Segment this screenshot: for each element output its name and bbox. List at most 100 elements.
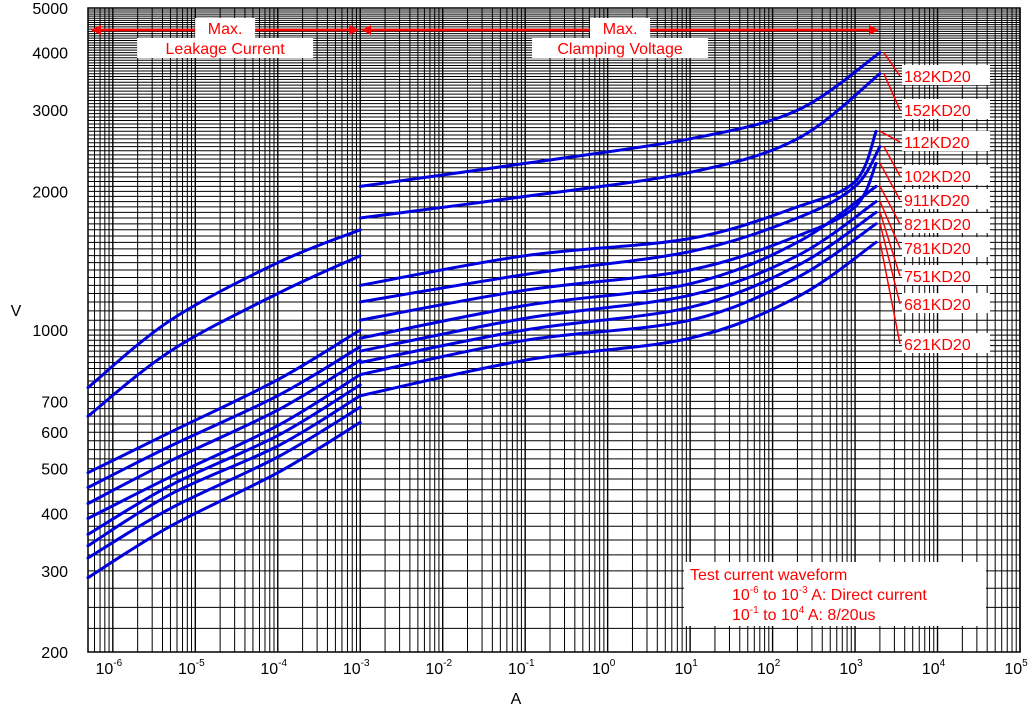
series-label-bg: [902, 99, 990, 119]
annotation-line-pulse: 10-1 to 104 A: 8/20us: [732, 605, 875, 624]
annotation-part: 4: [799, 605, 805, 616]
series-label: 911KD20: [904, 193, 970, 210]
x-axis-label: A: [511, 691, 522, 708]
x-tick-exponent: -1: [526, 658, 535, 669]
curve-911KD20-leakage: [86, 358, 362, 506]
x-tick-base: 10: [178, 661, 196, 678]
grid-lines: [87, 7, 1021, 653]
annotation-part: 10: [732, 587, 750, 604]
annotation-part: -1: [750, 605, 759, 616]
curve-751KD20-clamping: [358, 210, 878, 364]
curve-781KD20-clamping: [358, 200, 878, 353]
x-tick-label: 100: [592, 658, 616, 678]
curves: [86, 51, 882, 580]
y-tick-label: 400: [41, 506, 68, 523]
leader-line: [883, 52, 901, 77]
x-tick-label: 10-4: [260, 658, 287, 678]
region-label-line2: Leakage Current: [166, 41, 286, 58]
x-tick-exponent: -5: [196, 658, 205, 669]
region-label-bg: [195, 18, 256, 38]
region-label-line1: Max.: [603, 21, 638, 38]
x-tick-exponent: 4: [940, 658, 946, 669]
x-tick-base: 10: [922, 661, 940, 678]
region-label-line2: Clamping Voltage: [557, 41, 683, 58]
series-label-bg: [902, 213, 990, 233]
curve-182KD20-leakage: [86, 228, 362, 390]
series-label: 681KD20: [904, 297, 971, 314]
annotation-part: -3: [799, 585, 808, 596]
series-label: 821KD20: [904, 217, 971, 234]
y-tick-label: 700: [41, 394, 68, 411]
curve-182KD20-clamping: [358, 51, 882, 188]
x-tick-base: 10: [674, 661, 692, 678]
leader-line: [879, 201, 901, 249]
y-tick-label: 4000: [32, 46, 68, 63]
leader-line: [883, 146, 901, 177]
leader-line: [879, 130, 901, 143]
x-tick-label: 10-5: [178, 658, 205, 678]
x-tick-base: 10: [508, 661, 526, 678]
y-axis-label: V: [11, 303, 22, 320]
curve-102KD20-leakage: [86, 345, 362, 489]
series-label-bg: [902, 189, 990, 209]
annotation-part: -6: [750, 585, 759, 596]
x-tick-label: 10-1: [508, 658, 535, 678]
series-label: 102KD20: [904, 169, 971, 186]
series-label-bg: [902, 165, 990, 185]
y-tick-label: 500: [41, 462, 68, 479]
annotation-title: Test current waveform: [690, 567, 847, 584]
x-tick-exponent: 3: [857, 658, 863, 669]
curve-152KD20-clamping: [358, 72, 882, 220]
x-tick-exponent: -6: [113, 658, 122, 669]
leader-line: [879, 223, 901, 305]
x-tick-base: 10: [343, 661, 361, 678]
x-tick-exponent: -3: [361, 658, 370, 669]
y-tick-label: 600: [41, 425, 68, 442]
x-tick-base: 10: [1004, 661, 1022, 678]
leader-line: [879, 242, 901, 345]
y-tick-label: 3000: [32, 103, 68, 120]
annotation-line-dc: 10-6 to 10-3 A: Direct current: [732, 585, 927, 604]
x-tick-label: 103: [839, 658, 863, 678]
curve-821KD20-clamping: [358, 184, 878, 340]
curve-621KD20-leakage: [86, 420, 362, 580]
curve-112KD20-leakage: [86, 328, 362, 475]
leader-line: [879, 163, 901, 201]
y-tick-label: 1000: [32, 323, 68, 340]
x-tick-base: 10: [757, 661, 775, 678]
series-label-bg: [902, 237, 990, 257]
curve-781KD20-leakage: [86, 383, 362, 536]
x-tick-base: 10: [95, 661, 113, 678]
series-label: 621KD20: [904, 337, 971, 354]
x-tick-exponent: 5: [1022, 658, 1028, 669]
annotation-part: A: 8/20us: [804, 607, 875, 624]
region-label-bg: [590, 18, 651, 38]
x-tick-label: 104: [922, 658, 946, 678]
curve-621KD20-clamping: [358, 240, 878, 398]
x-tick-base: 10: [839, 661, 857, 678]
x-tick-exponent: -2: [443, 658, 452, 669]
x-tick-label: 105: [1004, 658, 1028, 678]
labels: 2003004005006007001000200030004000500010…: [32, 1, 1028, 678]
x-tick-exponent: -4: [278, 658, 287, 669]
curve-152KD20-leakage: [86, 254, 362, 418]
x-tick-base: 10: [592, 661, 610, 678]
y-tick-label: 300: [41, 564, 68, 581]
x-tick-label: 10-2: [425, 658, 452, 678]
series-label-bg: [902, 65, 990, 85]
y-tick-label: 2000: [32, 184, 68, 201]
series-label-bg: [902, 293, 990, 313]
x-tick-exponent: 0: [610, 658, 616, 669]
annotation-part: to 10: [759, 607, 799, 624]
x-tick-exponent: 1: [692, 658, 698, 669]
y-tick-label: 5000: [32, 1, 68, 18]
series-label: 781KD20: [904, 241, 971, 258]
series-label: 152KD20: [904, 103, 971, 120]
curve-751KD20-leakage: [86, 394, 362, 548]
curve-911KD20-clamping: [358, 161, 878, 322]
annotation-part: 10: [732, 607, 750, 624]
x-tick-label: 10-3: [343, 658, 370, 678]
x-tick-label: 101: [674, 658, 698, 678]
leader-line: [879, 212, 901, 277]
